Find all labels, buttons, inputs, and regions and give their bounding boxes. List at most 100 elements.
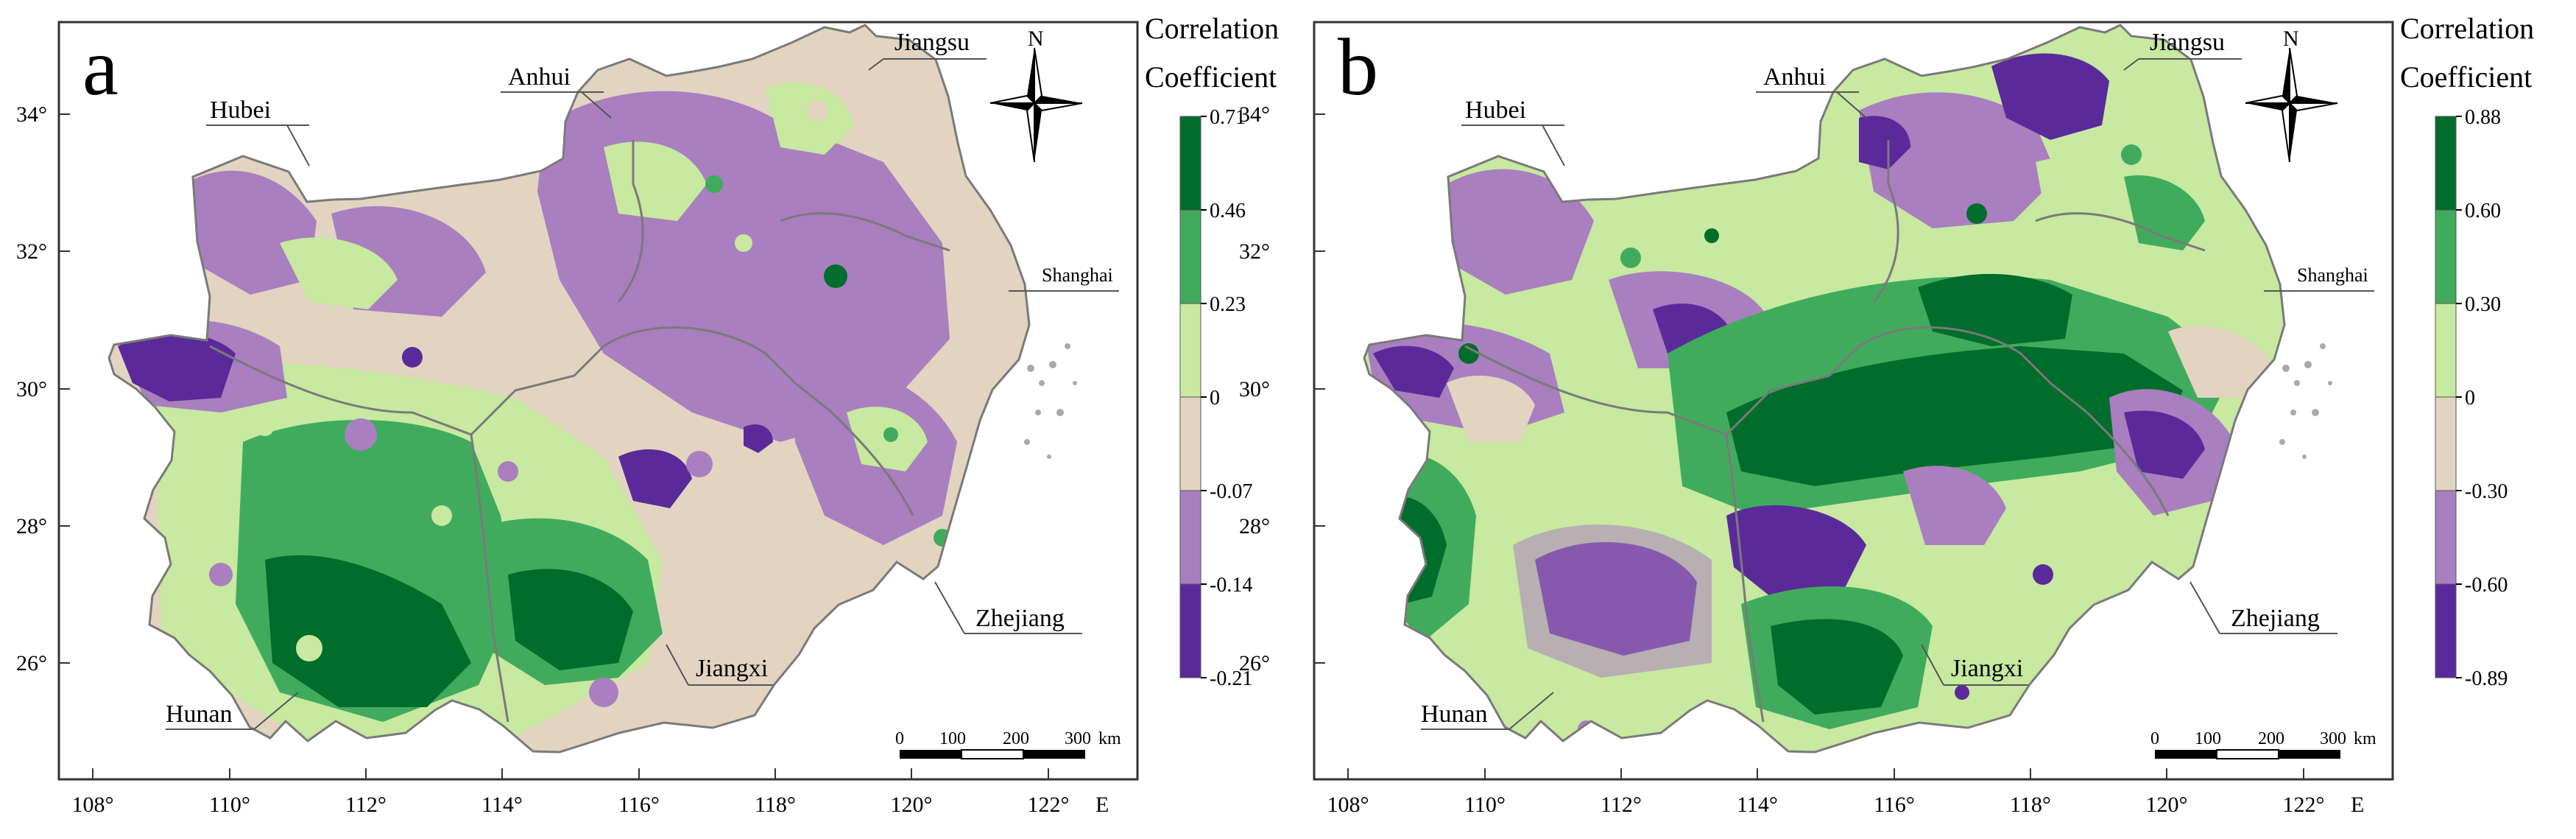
svg-text:N: N [2283, 27, 2299, 51]
svg-text:Jiangxi: Jiangxi [1951, 655, 2023, 682]
legend-break-label: 0 [2465, 387, 2475, 410]
legend-break-label: 0.23 [1210, 293, 1246, 316]
svg-text:114°: 114° [481, 793, 523, 817]
legend-break-label: 0.46 [1210, 200, 1246, 222]
svg-text:108°: 108° [1327, 793, 1369, 817]
svg-text:34°: 34° [16, 102, 47, 127]
svg-text:km: km [2354, 729, 2376, 748]
svg-text:30°: 30° [1239, 377, 1270, 401]
panel-letter: b [1338, 22, 1378, 112]
legend-swatch [2435, 209, 2457, 304]
north-arrow: N [2245, 27, 2338, 163]
legend-break-label: 0.71 [1210, 106, 1246, 129]
legend-break-label: -0.14 [1210, 574, 1252, 597]
svg-text:116°: 116° [618, 793, 660, 817]
svg-text:0: 0 [2150, 729, 2159, 748]
label-zhejiang: Zhejiang [2189, 581, 2337, 634]
label-jiangsu: Jiangsu [868, 29, 987, 71]
svg-text:28°: 28° [16, 514, 47, 538]
legend-swatch [1179, 583, 1201, 678]
svg-text:N: N [1028, 27, 1044, 51]
svg-text:118°: 118° [2010, 793, 2051, 817]
svg-text:Coefficient: Coefficient [1145, 60, 1277, 94]
svg-text:Jiangxi: Jiangxi [696, 655, 768, 682]
svg-text:32°: 32° [16, 239, 47, 264]
svg-text:Shanghai: Shanghai [1042, 264, 1113, 286]
svg-text:Hunan: Hunan [166, 701, 233, 728]
label-anhui: Anhui [1756, 63, 1867, 119]
label-shanghai: Shanghai [1009, 264, 1119, 292]
svg-text:Jiangsu: Jiangsu [894, 29, 970, 56]
region-labels: Hubei Anhui Jiangsu Shanghai Zhejiang Ji… [166, 29, 1119, 730]
svg-text:Hubei: Hubei [210, 96, 271, 124]
label-shanghai: Shanghai [2264, 264, 2374, 292]
svg-text:Zhejiang: Zhejiang [2231, 605, 2320, 632]
north-arrow: N [989, 27, 1083, 163]
label-jiangsu: Jiangsu [2123, 29, 2242, 71]
legend-swatch [2435, 116, 2457, 211]
legend-break-label: 0 [1210, 387, 1220, 410]
panel-letter: a [82, 22, 119, 112]
svg-text:Correlation: Correlation [2400, 12, 2534, 45]
svg-text:Anhui: Anhui [508, 63, 571, 91]
panel-b: b [1239, 12, 2534, 817]
svg-text:122°: 122° [2283, 793, 2325, 817]
svg-text:34°: 34° [1239, 102, 1270, 127]
legend-swatch [1179, 303, 1201, 398]
legend-swatch [1179, 209, 1201, 304]
legend: Correlation Coefficient 0.88 0.60 0.30 0 -0.… [2400, 12, 2534, 690]
legend-break-label: -0.89 [2465, 667, 2508, 690]
svg-text:Correlation: Correlation [1145, 12, 1279, 45]
svg-text:118°: 118° [755, 793, 796, 817]
svg-text:300: 300 [2320, 729, 2346, 748]
svg-text:120°: 120° [2146, 793, 2188, 817]
legend-break-label: -0.60 [2465, 574, 2508, 597]
label-hubei: Hubei [206, 96, 310, 166]
legend-break-label: 0.88 [2465, 106, 2501, 129]
svg-text:Anhui: Anhui [1763, 63, 1826, 91]
svg-text:Hubei: Hubei [1465, 96, 1526, 124]
legend-swatch [2435, 490, 2457, 585]
legend-swatch [2435, 396, 2457, 491]
svg-text:100: 100 [939, 729, 966, 748]
svg-text:32°: 32° [1239, 239, 1270, 264]
svg-text:114°: 114° [1737, 793, 1778, 817]
scale-bar: 0 100 200 300 km [2150, 729, 2376, 759]
svg-text:28°: 28° [1239, 514, 1270, 538]
axes: 34° 32° 30° 28° 26° 108° 110° 112° 114° … [1239, 102, 2364, 817]
label-hunan: Hunan [166, 692, 299, 730]
svg-text:26°: 26° [16, 651, 47, 675]
legend-swatch [1179, 396, 1201, 491]
legend-swatch [2435, 303, 2457, 398]
panel-a: a [16, 12, 1279, 817]
legend-swatch [2435, 583, 2457, 678]
svg-text:122°: 122° [1028, 793, 1070, 817]
svg-text:km: km [1098, 729, 1121, 748]
svg-text:200: 200 [1003, 729, 1029, 748]
svg-text:110°: 110° [1464, 793, 1506, 817]
svg-text:300: 300 [1065, 729, 1091, 748]
legend-swatch [1179, 490, 1201, 585]
scale-bar: 0 100 200 300 km [895, 729, 1121, 759]
svg-text:108°: 108° [72, 793, 114, 817]
label-jiangxi: Jiangxi [1921, 644, 2028, 686]
svg-text:E: E [1095, 793, 1109, 817]
label-jiangxi: Jiangxi [666, 644, 773, 686]
svg-text:0: 0 [895, 729, 904, 748]
label-anhui: Anhui [501, 63, 612, 119]
svg-text:120°: 120° [891, 793, 933, 817]
legend-break-label: -0.21 [1210, 667, 1252, 690]
legend-break-label: -0.07 [1210, 480, 1252, 503]
svg-text:Jiangsu: Jiangsu [2150, 29, 2225, 56]
legend-break-label: 0.60 [2465, 200, 2501, 222]
svg-text:110°: 110° [209, 793, 250, 817]
legend-swatch [1179, 116, 1201, 211]
svg-text:Shanghai: Shanghai [2297, 264, 2368, 286]
svg-text:Hunan: Hunan [1421, 701, 1488, 728]
svg-text:E: E [2351, 793, 2364, 817]
svg-text:112°: 112° [1601, 793, 1642, 817]
label-hubei: Hubei [1461, 96, 1565, 166]
svg-text:112°: 112° [345, 793, 387, 817]
svg-text:116°: 116° [1874, 793, 1915, 817]
legend-break-label: 0.30 [2465, 293, 2501, 316]
